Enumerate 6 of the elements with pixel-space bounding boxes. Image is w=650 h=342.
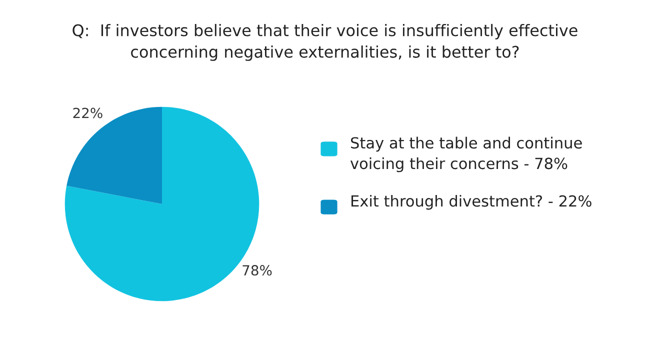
data-label: 78%: [242, 265, 272, 276]
legend-label: Stay at the table and continue voicing their concerns - 78%: [350, 136, 582, 172]
data-label: 22%: [73, 108, 102, 118]
chart-title: Q: If investors believe that their voice is insufficiently effective concerning negative externalities, is it better to?: [72, 24, 578, 61]
pie-slice: [66, 106, 162, 204]
legend-label: Exit through divestment? - 22%: [352, 194, 592, 210]
